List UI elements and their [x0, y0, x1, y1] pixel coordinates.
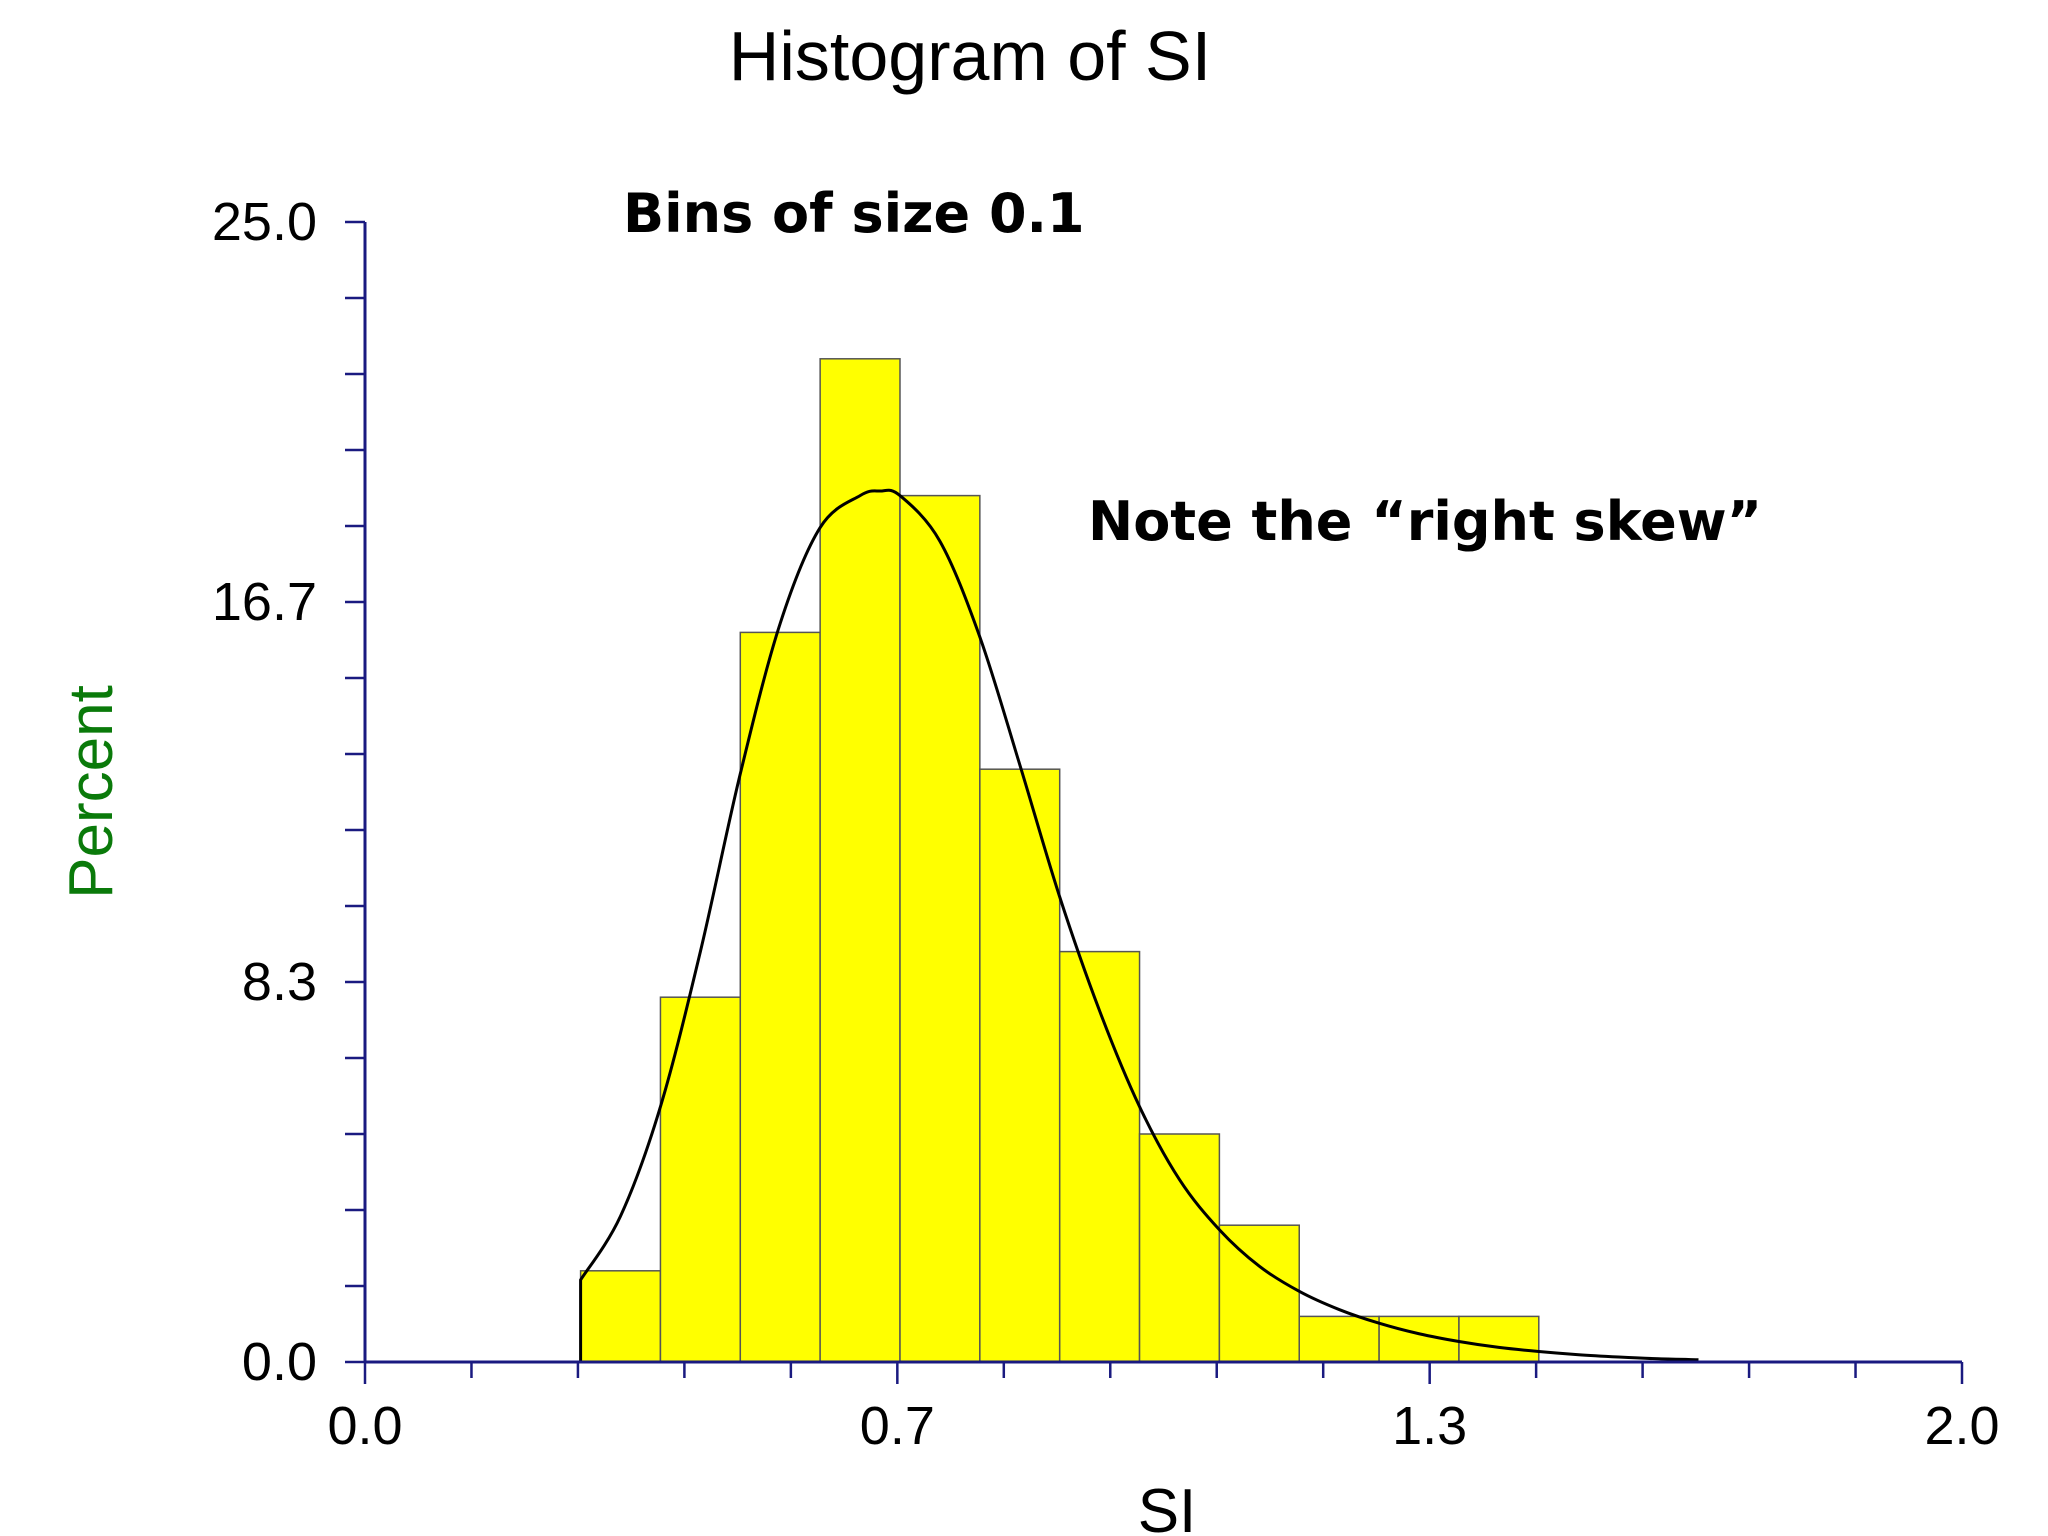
- histogram-bar-7: [1138, 1133, 1221, 1363]
- histogram-bar-8: [1218, 1224, 1300, 1363]
- x-tick-label-3: 2.0: [1924, 1396, 1999, 1456]
- x-axis-label: SI: [1138, 1477, 1197, 1536]
- y-tick-label-2: 16.7: [212, 572, 317, 632]
- histogram-bar-0: [579, 1270, 662, 1363]
- histogram-bar-3: [819, 358, 901, 1363]
- histogram-bar-5: [979, 768, 1061, 1363]
- histogram-bar-2: [739, 631, 821, 1363]
- density-curve: [579, 488, 1699, 1362]
- axes-layer: 0.0 8.3 16.7 25.0 0.0 0.7 1.3 2.0: [212, 192, 2000, 1456]
- bars-layer: [579, 358, 1540, 1363]
- histogram-bar-11: [1458, 1315, 1540, 1363]
- histogram-bar-4: [899, 494, 981, 1363]
- histogram-bar-1: [659, 996, 742, 1363]
- y-tick-label-1: 8.3: [242, 952, 317, 1012]
- chart-title: Histogram of SI: [729, 17, 1211, 95]
- curve-layer: [579, 488, 1699, 1362]
- y-tick-label-0: 0.0: [242, 1332, 317, 1392]
- histogram-bar-9: [1298, 1315, 1380, 1363]
- annotation-right-skew: Note the “right skew”: [1088, 490, 1762, 553]
- x-tick-label-1: 0.7: [860, 1396, 935, 1456]
- y-tick-label-3: 25.0: [212, 192, 317, 252]
- x-tick-label-0: 0.0: [327, 1396, 402, 1456]
- y-axis-label: Percent: [57, 685, 126, 899]
- x-tick-label-2: 1.3: [1392, 1396, 1467, 1456]
- annotation-bin-size: Bins of size 0.1: [623, 182, 1085, 245]
